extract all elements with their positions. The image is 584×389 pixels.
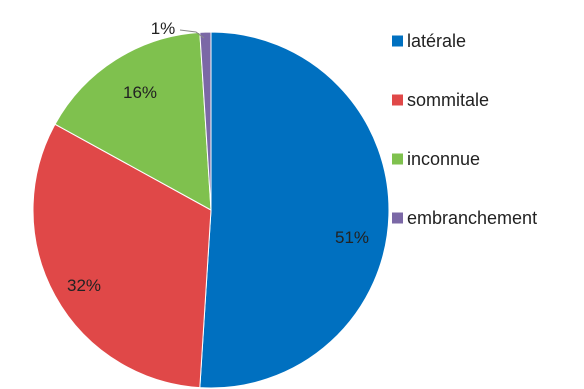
legend-label-embranchement: embranchement [407, 208, 537, 228]
slice-label-embranchement: 1% [151, 19, 176, 38]
slice-label-inconnue: 16% [123, 83, 157, 102]
pie-slice-labels: 51% 32% 16% 1% [67, 19, 369, 295]
legend-label-laterale: latérale [407, 31, 466, 51]
legend: latérale sommitale inconnue embranchement [392, 31, 537, 228]
pie-slice-sommitale [32, 123, 212, 389]
legend-swatch-inconnue [392, 153, 403, 165]
legend-swatch-embranchement [392, 212, 403, 224]
slice-label-laterale: 51% [335, 228, 369, 247]
pie-slice-inconnue [54, 31, 212, 211]
pie-slice-laterale [199, 31, 390, 389]
pie-slices [32, 31, 390, 389]
legend-label-inconnue: inconnue [407, 149, 480, 169]
legend-swatch-laterale [392, 35, 403, 47]
legend-label-sommitale: sommitale [407, 90, 489, 110]
legend-swatch-sommitale [392, 94, 403, 106]
slice-label-sommitale: 32% [67, 276, 101, 295]
slice-leader-line [179, 29, 205, 39]
pie-slice-embranchement [199, 31, 212, 211]
